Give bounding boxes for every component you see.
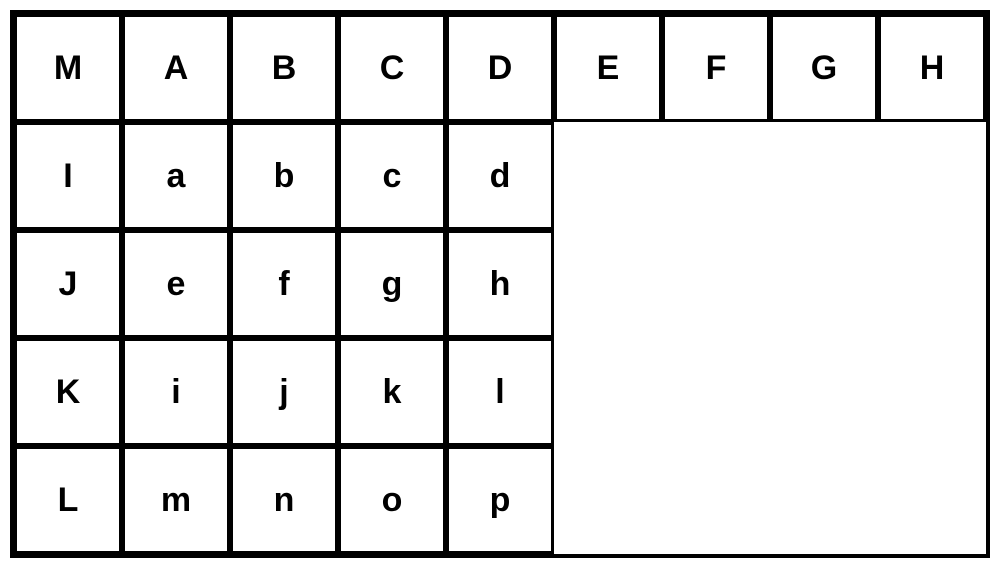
cell-label: e: [167, 265, 186, 304]
grid-cell: b: [230, 122, 338, 230]
cell-label: g: [382, 265, 403, 304]
grid-row: L m n o p: [14, 446, 986, 554]
grid-cell-empty: [554, 338, 662, 446]
grid-cell-empty: [662, 446, 770, 554]
grid-cell-empty: [770, 338, 878, 446]
grid-cell: J: [14, 230, 122, 338]
cell-label: d: [490, 157, 511, 196]
cell-label: L: [58, 481, 79, 520]
cell-label: K: [56, 373, 81, 412]
cell-label: c: [383, 157, 402, 196]
cell-label: B: [272, 49, 297, 88]
cell-label: F: [706, 49, 727, 88]
grid-cell: I: [14, 122, 122, 230]
grid-cell-empty: [878, 446, 986, 554]
grid-cell: n: [230, 446, 338, 554]
grid-cell-empty: [770, 446, 878, 554]
cell-label: A: [164, 49, 189, 88]
cell-label: H: [920, 49, 945, 88]
grid-cell: B: [230, 14, 338, 122]
grid-cell-empty: [554, 122, 662, 230]
cell-label: k: [383, 373, 402, 412]
grid-cell: h: [446, 230, 554, 338]
cell-label: n: [274, 481, 295, 520]
grid-cell: p: [446, 446, 554, 554]
cell-label: m: [161, 481, 191, 520]
grid-cell: M: [14, 14, 122, 122]
grid-cell-empty: [878, 230, 986, 338]
grid-cell: F: [662, 14, 770, 122]
cell-label: M: [54, 49, 82, 88]
cell-label: l: [495, 373, 504, 412]
cell-label: o: [382, 481, 403, 520]
cell-label: p: [490, 481, 511, 520]
grid-cell: A: [122, 14, 230, 122]
grid-cell: j: [230, 338, 338, 446]
grid-cell: E: [554, 14, 662, 122]
grid-cell: a: [122, 122, 230, 230]
cell-label: h: [490, 265, 511, 304]
grid-cell: d: [446, 122, 554, 230]
cell-label: D: [488, 49, 513, 88]
cell-label: f: [278, 265, 289, 304]
grid-cell: c: [338, 122, 446, 230]
cell-label: G: [811, 49, 837, 88]
grid-cell: C: [338, 14, 446, 122]
grid-cell-empty: [662, 338, 770, 446]
cell-label: E: [597, 49, 620, 88]
grid-row: K i j k l: [14, 338, 986, 446]
cell-label: b: [274, 157, 295, 196]
grid-cell-empty: [554, 446, 662, 554]
grid-cell-empty: [770, 230, 878, 338]
grid-cell: H: [878, 14, 986, 122]
grid-cell: g: [338, 230, 446, 338]
grid-row: I a b c d: [14, 122, 986, 230]
grid-cell: e: [122, 230, 230, 338]
grid-cell: m: [122, 446, 230, 554]
grid-cell: f: [230, 230, 338, 338]
grid-cell-empty: [878, 338, 986, 446]
cell-label: I: [63, 157, 72, 196]
grid-cell: D: [446, 14, 554, 122]
letter-grid: M A B C D E F G H I a b c d J e f g h K …: [10, 10, 990, 558]
grid-cell: o: [338, 446, 446, 554]
cell-label: i: [171, 373, 180, 412]
cell-label: j: [279, 373, 288, 412]
grid-cell: k: [338, 338, 446, 446]
grid-row: J e f g h: [14, 230, 986, 338]
cell-label: a: [167, 157, 186, 196]
cell-label: C: [380, 49, 405, 88]
grid-cell-empty: [662, 122, 770, 230]
grid-cell: l: [446, 338, 554, 446]
grid-cell: i: [122, 338, 230, 446]
grid-row: M A B C D E F G H: [14, 14, 986, 122]
grid-cell: L: [14, 446, 122, 554]
cell-label: J: [59, 265, 78, 304]
grid-cell: K: [14, 338, 122, 446]
grid-cell-empty: [770, 122, 878, 230]
grid-cell-empty: [554, 230, 662, 338]
grid-cell-empty: [878, 122, 986, 230]
grid-cell: G: [770, 14, 878, 122]
grid-cell-empty: [662, 230, 770, 338]
